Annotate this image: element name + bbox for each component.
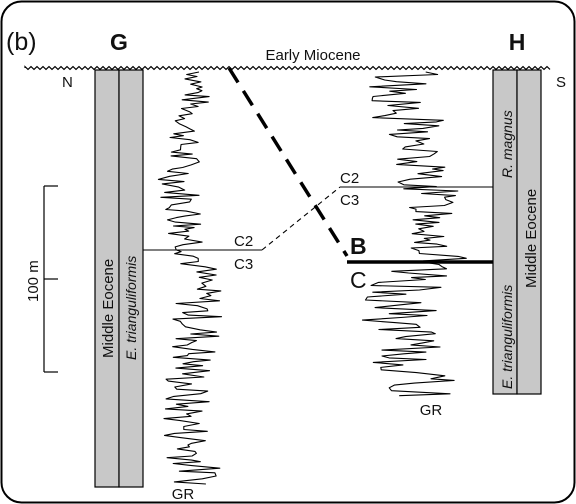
well-g-columns: Middle Eocene E. trianguliformis [94,69,144,488]
well-h-log-label: GR [420,402,443,419]
well-h-name: H [509,29,526,55]
unconformity-line [24,65,551,71]
panel-label: (b) [6,28,37,56]
unconformity-label: Early Miocene [265,47,360,64]
scale-bar [43,185,58,373]
well-h-c3-label: C3 [340,192,359,209]
well-h-stage-column [516,69,542,395]
well-h-zone-upper-label: R. magnus [499,110,515,178]
well-g-zone-label: E. trianguliformis [123,256,139,360]
well-h-columns: R. magnus E. trianguliformis Middle Eoce… [492,69,542,395]
well-g-stage-column [94,69,120,488]
well-h-gamma-ray-log [361,71,467,397]
well-g-stage-label: Middle Eocene [100,259,117,358]
fault-dashed-line [227,67,349,257]
well-g-zone-column [118,69,144,488]
direction-north: N [62,74,73,91]
fault-c-label: C [350,267,367,293]
well-g-gamma-ray-log [157,71,223,485]
scale-bar-label: 100 m [25,260,42,302]
well-h-zone-lower-label: E. trianguliformis [499,285,515,389]
well-g-name: G [110,29,128,55]
well-h-stage-label: Middle Eocene [523,189,540,288]
c2-c3-dashed-correlation [261,186,341,251]
well-g-c3-label: C3 [234,256,253,273]
fault-b-label: B [350,233,367,259]
well-g-log-label: GR [172,486,195,503]
well-h-c2-label: C2 [340,170,359,187]
well-h-zone-column [492,69,518,395]
direction-south: S [556,74,566,91]
well-g-c2-label: C2 [234,233,253,250]
